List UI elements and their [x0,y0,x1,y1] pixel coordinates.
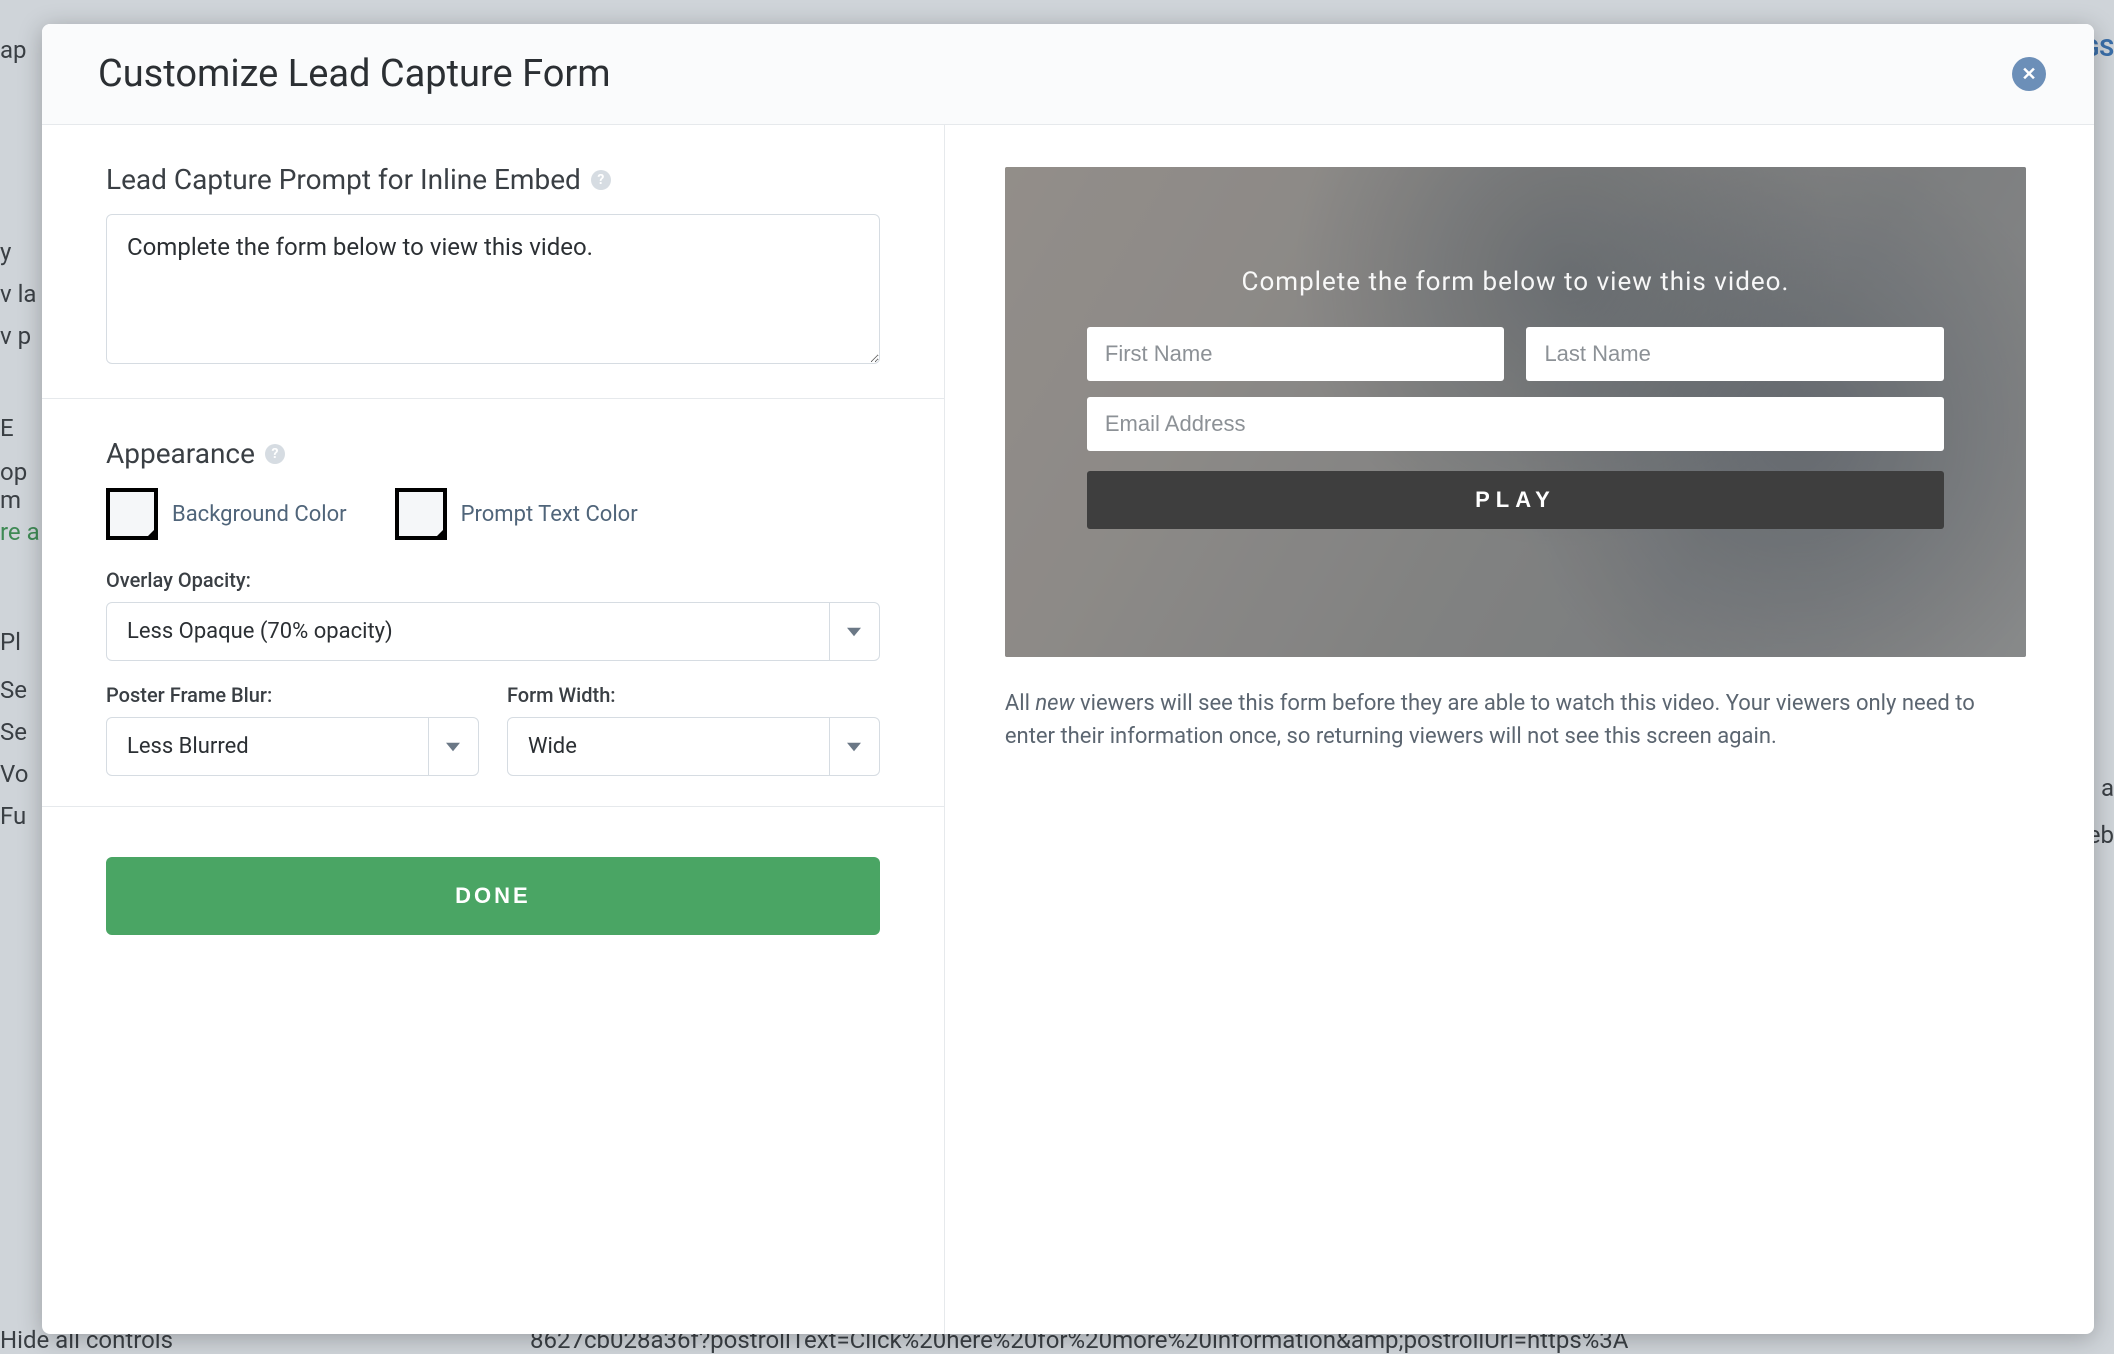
caption-em: new [1035,691,1074,716]
overlay-opacity-label: Overlay Opacity: [106,568,880,592]
help-icon[interactable]: ? [591,170,611,190]
close-icon: ✕ [2021,64,2036,85]
bg-frag: op [0,458,27,486]
background-color-label: Background Color [172,502,347,527]
left-footer: DONE [42,806,944,977]
email-input[interactable] [1087,397,1944,451]
form-width-select[interactable]: Wide [507,717,880,776]
caption-after: viewers will see this form before they a… [1005,691,1975,749]
chevron-down-icon [428,718,478,775]
bg-frag: re a [0,518,40,546]
prompt-section-title: Lead Capture Prompt for Inline Embed ? [106,163,880,196]
play-button[interactable]: PLAY [1087,471,1944,529]
chevron-down-icon [829,603,879,660]
prompt-text-color-label: Prompt Text Color [461,502,638,527]
preview-prompt-text: Complete the form below to view this vid… [1242,267,1790,297]
form-preview: Complete the form below to view this vid… [1005,167,2026,657]
prompt-section: Lead Capture Prompt for Inline Embed ? [42,125,944,398]
right-pane: Complete the form below to view this vid… [945,125,2094,1334]
poster-blur-select[interactable]: Less Blurred [106,717,479,776]
chevron-down-icon [829,718,879,775]
appearance-title: Appearance ? [106,437,880,470]
close-button[interactable]: ✕ [2012,57,2046,91]
appearance-section: Appearance ? Background Color Prompt Tex… [42,398,944,806]
color-row: Background Color Prompt Text Color [106,488,880,540]
modal-dialog: Customize Lead Capture Form ✕ Lead Captu… [42,24,2094,1334]
prompt-title-text: Lead Capture Prompt for Inline Embed [106,163,581,196]
overlay-opacity-select[interactable]: Less Opaque (70% opacity) [106,602,880,661]
caption-before: All [1005,691,1036,716]
color-swatch-icon [395,488,447,540]
poster-blur-value: Less Blurred [107,718,428,775]
bg-frag: y [0,238,11,266]
first-name-input[interactable] [1087,327,1505,381]
preview-name-row [1087,327,1944,381]
background-color-picker[interactable]: Background Color [106,488,347,540]
preview-overlay: Complete the form below to view this vid… [1005,167,2026,657]
left-pane: Lead Capture Prompt for Inline Embed ? A… [42,125,945,1334]
modal-header: Customize Lead Capture Form ✕ [42,24,2094,125]
modal-body: Lead Capture Prompt for Inline Embed ? A… [42,125,2094,1334]
prompt-text-color-picker[interactable]: Prompt Text Color [395,488,638,540]
appearance-title-text: Appearance [106,437,255,470]
preview-email-row [1087,397,1944,451]
help-icon[interactable]: ? [265,444,285,464]
bg-frag: ap [0,36,27,64]
overlay-opacity-value: Less Opaque (70% opacity) [107,603,829,660]
appearance-two-col: Poster Frame Blur: Less Blurred Form Wid… [106,683,880,776]
bg-frag: E [0,414,14,442]
prompt-textarea[interactable] [106,214,880,364]
form-width-label: Form Width: [507,683,880,707]
bg-frag: v la [0,280,36,308]
form-width-value: Wide [508,718,829,775]
poster-blur-field: Poster Frame Blur: Less Blurred [106,683,479,776]
bg-frag: Pl [0,628,21,656]
color-swatch-icon [106,488,158,540]
preview-caption: All new viewers will see this form befor… [1005,687,2026,753]
bg-frag: m [0,486,21,514]
bg-frag: Fu [0,802,26,830]
bg-frag: v p [0,322,31,350]
bg-frag: Se [0,676,27,704]
done-button[interactable]: DONE [106,857,880,935]
form-width-field: Form Width: Wide [507,683,880,776]
overlay-opacity-field: Overlay Opacity: Less Opaque (70% opacit… [106,568,880,661]
last-name-input[interactable] [1526,327,1944,381]
bg-frag: Vo [0,760,28,788]
modal-title: Customize Lead Capture Form [98,52,611,96]
bg-frag: Se [0,718,27,746]
poster-blur-label: Poster Frame Blur: [106,683,479,707]
